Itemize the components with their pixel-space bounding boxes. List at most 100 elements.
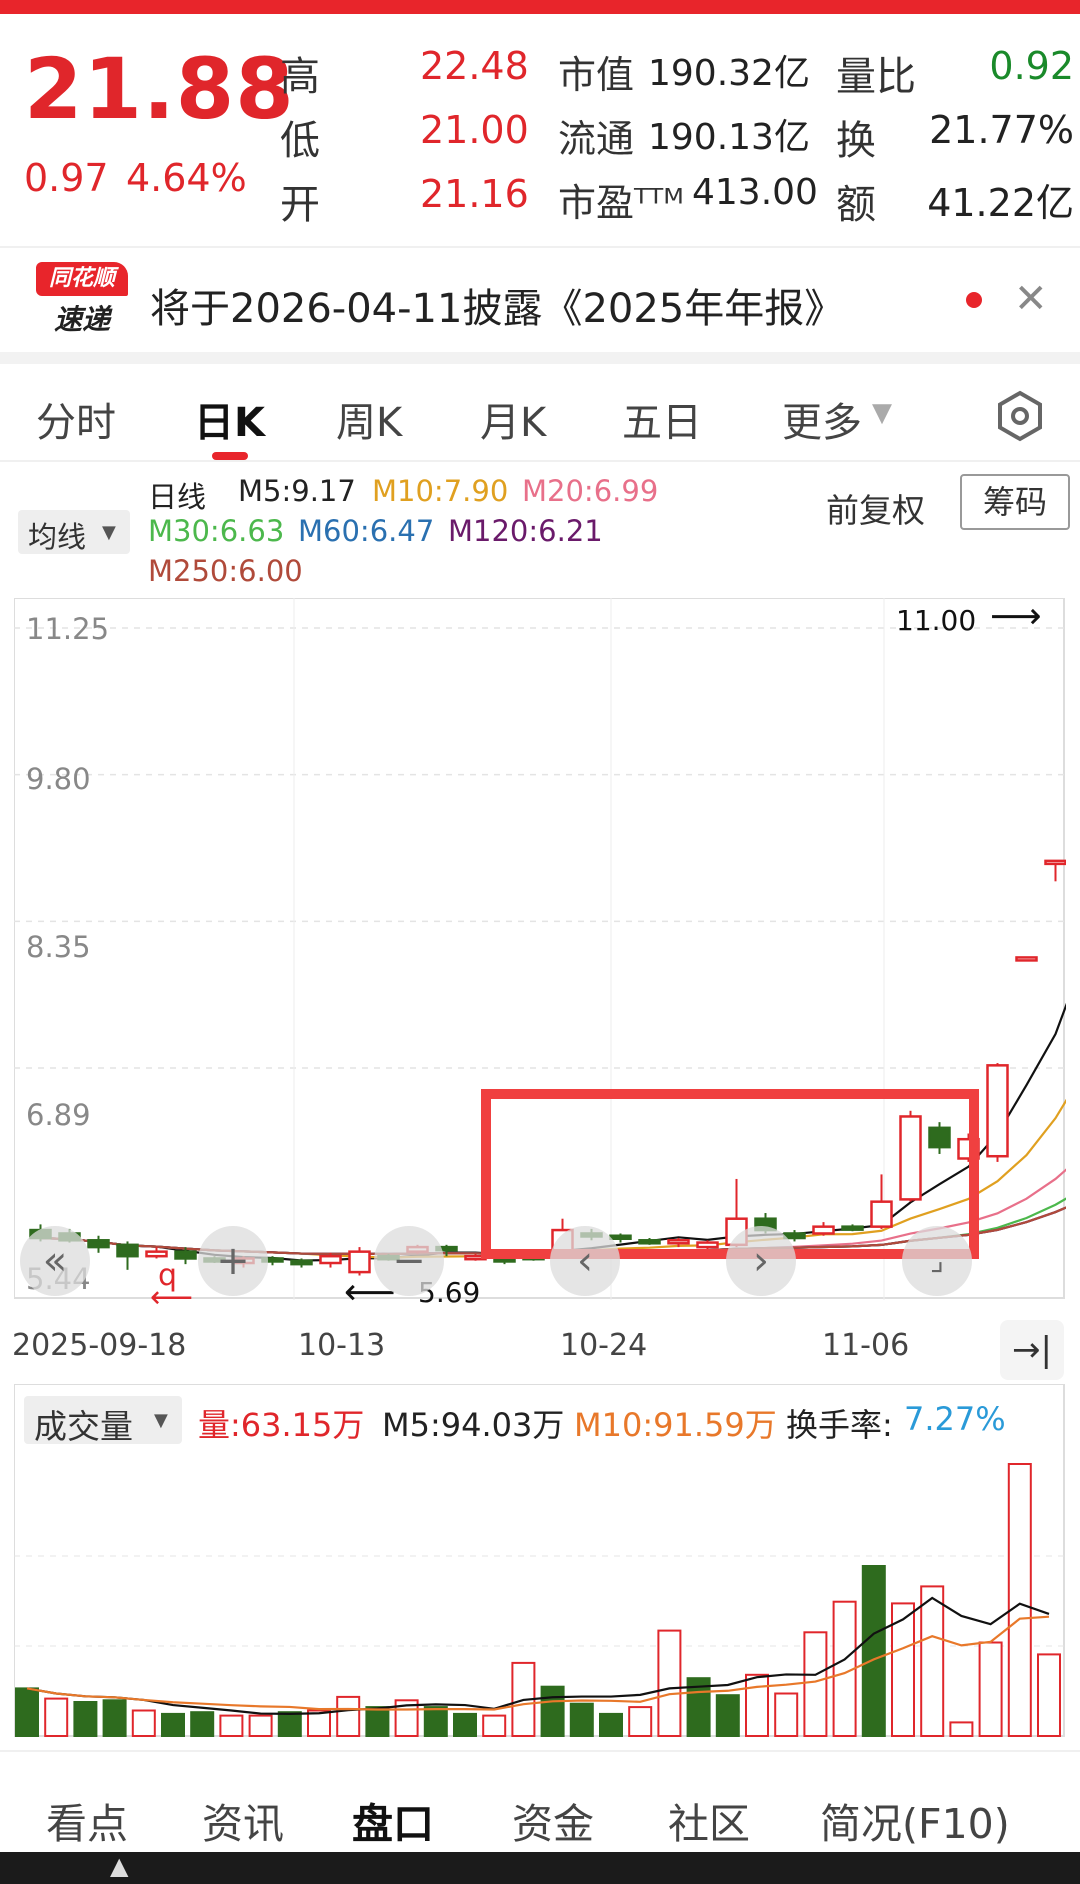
candle-body (290, 1259, 313, 1266)
tab-order-book[interactable]: 盘口 (352, 1800, 434, 1848)
ma-legend-item: M120:6.21 (448, 514, 603, 548)
volume-bar (336, 1695, 361, 1737)
volume-indicator-selector[interactable]: 成交量 ▼ (24, 1396, 182, 1446)
scroll-left-double-icon[interactable]: « (20, 1226, 90, 1296)
volume-bar (569, 1702, 594, 1738)
ma-legend-item: M250:6.00 (148, 554, 303, 588)
tab-more[interactable]: 更多 (782, 400, 862, 446)
turnover-value: 7.27% (904, 1400, 1006, 1438)
candle-body (841, 1225, 864, 1231)
tab-profile-f10[interactable]: 简况(F10) (820, 1800, 1010, 1848)
price-change: 0.97 (24, 156, 109, 200)
tab-highlights[interactable]: 看点 (46, 1800, 128, 1848)
volume-bar (599, 1712, 623, 1737)
date-label: 10-13 (298, 1328, 386, 1363)
notice-text[interactable]: 将于2026-04-11披露《2025年年报》 (150, 286, 845, 332)
volume-bar (277, 1711, 302, 1738)
tab-community[interactable]: 社区 (668, 1800, 750, 1848)
indicator-selector[interactable]: 均线 ▼ (18, 510, 130, 554)
tab-intraday[interactable]: 分时 (36, 400, 116, 446)
nav-up-icon[interactable]: ▲ (110, 1852, 129, 1880)
volume-bar (453, 1712, 477, 1737)
indicator-label: 均线 (28, 520, 87, 554)
tab-weekly-k[interactable]: 周K (336, 400, 403, 446)
volume-bar (949, 1721, 974, 1737)
volume-bar (482, 1714, 507, 1738)
quote-value: 21.00 (420, 108, 529, 152)
settings-hexagon-icon[interactable] (994, 390, 1046, 442)
section-gap (0, 352, 1080, 364)
volume-chart[interactable] (14, 1384, 1066, 1738)
tab-five-day[interactable]: 五日 (622, 400, 702, 446)
quote-label: 市值 (558, 53, 635, 97)
period-tabs: 分时 日K 周K 月K 五日 更多 ▼ (0, 364, 1080, 460)
quote-value: 41.22亿 (927, 181, 1074, 225)
candle-body (609, 1234, 632, 1240)
volume-bar (978, 1641, 1003, 1737)
chevron-down-icon: ▼ (154, 1410, 168, 1431)
date-label: 11-06 (822, 1328, 910, 1363)
price-axis-label: 6.89 (26, 1098, 91, 1132)
volume-m10: M10:91.59万 (574, 1406, 777, 1444)
volume-bar (920, 1585, 945, 1737)
tab-capital[interactable]: 资金 (512, 1800, 594, 1848)
chevron-down-icon: ▼ (102, 522, 116, 543)
candle-body (696, 1241, 719, 1249)
volume-bar (891, 1602, 915, 1737)
volume-ma-line (26, 1596, 1050, 1716)
price-axis-label: 9.80 (26, 762, 91, 796)
quote-label: 低 (280, 118, 320, 164)
chart-frame (14, 1384, 1065, 1737)
volume-bar (423, 1706, 448, 1738)
quote-label: 高 (280, 54, 320, 100)
jump-to-latest-icon[interactable]: →| (1000, 1320, 1064, 1380)
adjust-label[interactable]: 前复权 (826, 491, 925, 530)
arrow-right-icon: ⟶ (990, 596, 1042, 637)
chart-frame (14, 598, 1065, 1299)
fullscreen-icon[interactable]: ⌟ (902, 1226, 972, 1296)
candlestick-chart[interactable] (14, 598, 1066, 1300)
volume-bar (540, 1685, 565, 1738)
volume-bar (44, 1697, 69, 1738)
logo-bottom: 速递 (53, 303, 110, 336)
volume-bar (248, 1714, 273, 1738)
candle-body (928, 1126, 951, 1149)
high-annotation: 11.00 (896, 604, 977, 637)
close-icon[interactable]: ✕ (1014, 276, 1048, 322)
candle-body (87, 1239, 110, 1249)
volume-bar (774, 1692, 799, 1737)
scroll-left-icon[interactable]: ‹ (550, 1226, 620, 1296)
loading-q-icon: q (158, 1258, 178, 1293)
logo-top: 同花顺 (36, 262, 128, 296)
candle-body (319, 1254, 342, 1265)
chevron-down-icon: ▼ (872, 398, 892, 428)
unread-dot-icon (966, 292, 982, 308)
date-label: 2025-09-18 (12, 1328, 187, 1363)
candle-body (899, 1115, 922, 1201)
divider (0, 460, 1080, 462)
tab-news[interactable]: 资讯 (202, 1800, 284, 1848)
tonghuashun-logo: 同花顺 速递 (36, 262, 128, 336)
zoom-in-icon[interactable]: + (198, 1226, 268, 1296)
volume-bar (161, 1712, 185, 1737)
chips-button[interactable]: 筹码 (960, 474, 1070, 530)
zoom-out-icon[interactable]: − (374, 1226, 444, 1296)
price-axis-label: 8.35 (26, 930, 91, 964)
status-accent-bar (0, 0, 1080, 14)
current-price: 21.88 (24, 40, 295, 138)
candle-body (348, 1250, 371, 1274)
tab-daily-k[interactable]: 日K (194, 400, 265, 446)
volume-bar (715, 1694, 740, 1738)
scroll-right-icon[interactable]: › (726, 1226, 796, 1296)
quote-label: 换 (836, 118, 876, 164)
period-label: 日线 (148, 480, 207, 514)
volume-bar (1037, 1653, 1061, 1737)
turnover-label: 换手率: (786, 1406, 893, 1444)
quote-value: 22.48 (420, 44, 529, 88)
volume-bar (657, 1629, 682, 1738)
volume-bar (307, 1709, 331, 1737)
candle-body (870, 1200, 893, 1228)
candle-body (1015, 956, 1038, 962)
ma-legend-item: M5:9.17 (238, 474, 356, 508)
tab-monthly-k[interactable]: 月K (480, 400, 547, 446)
